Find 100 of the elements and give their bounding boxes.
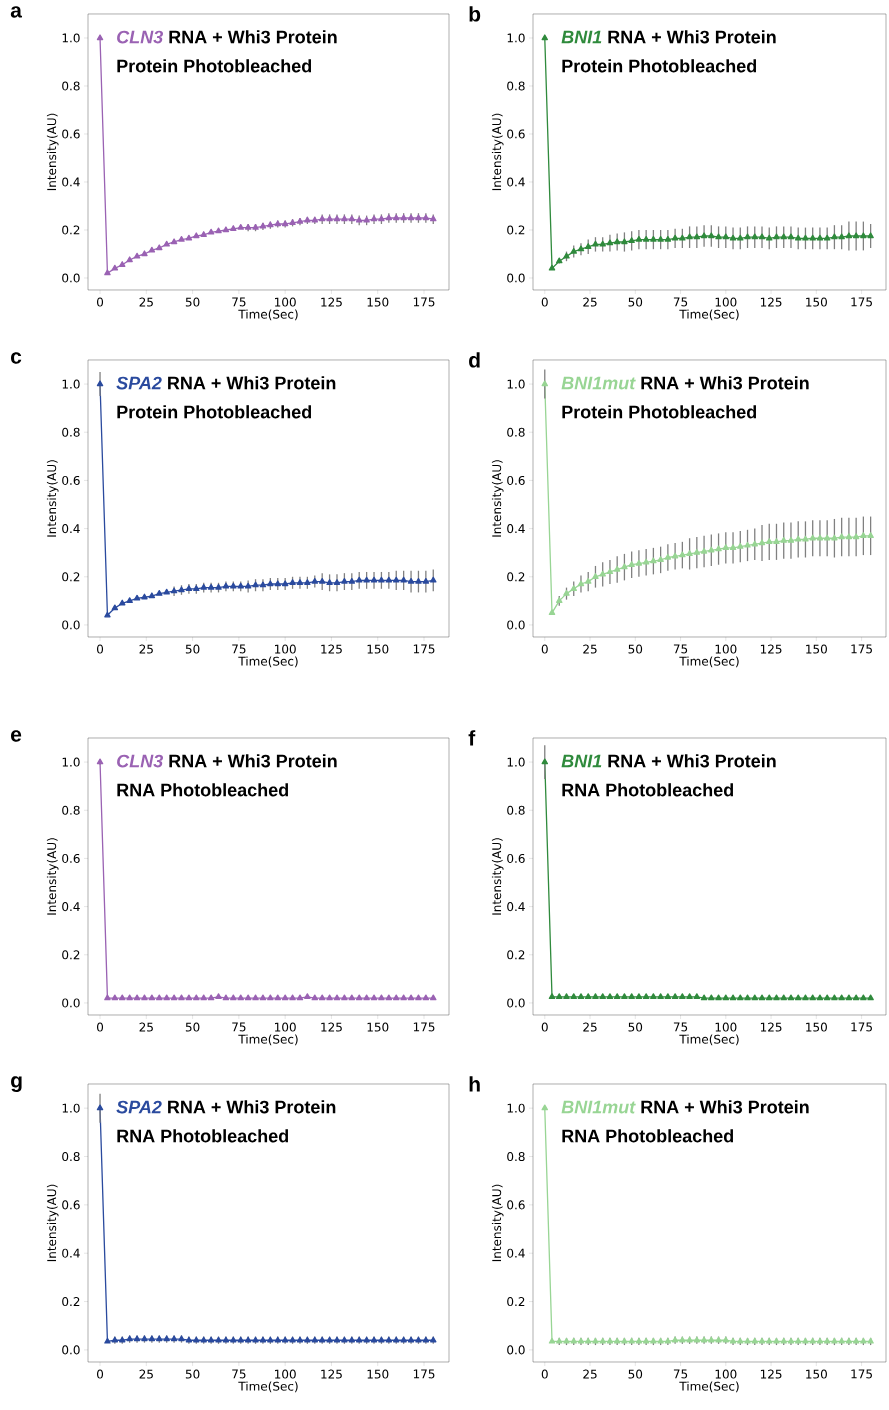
x-tick-label: 150	[806, 1022, 827, 1032]
point	[766, 994, 773, 1001]
y-axis-title: Intensity(AU)	[46, 113, 59, 191]
point	[244, 994, 252, 1001]
y-tick-label: 0.4	[62, 902, 80, 912]
point	[613, 238, 621, 245]
point	[126, 597, 133, 604]
y-tick-label: 0.6	[507, 1200, 525, 1210]
point	[722, 994, 730, 1001]
point	[363, 994, 370, 1001]
text: RNA + Whi3 Protein	[608, 30, 776, 44]
x-tick-label: 50	[185, 1369, 200, 1379]
point	[671, 234, 679, 241]
text: RNA + Whi3 Protein	[641, 376, 809, 390]
point	[311, 994, 319, 1001]
text: Protein Photobleached	[117, 405, 312, 419]
point	[650, 993, 657, 1000]
point	[621, 238, 628, 245]
text: c	[11, 352, 22, 364]
point	[400, 576, 407, 583]
x-tick-label: 25	[139, 644, 153, 654]
y-tick-label: 1.0	[62, 1103, 80, 1113]
point	[758, 539, 766, 546]
y-tick-label: 0.8	[507, 1151, 525, 1162]
point	[178, 235, 185, 242]
point	[126, 994, 133, 1001]
text: RNA + Whi3 Protein	[168, 1100, 336, 1114]
point	[621, 563, 628, 570]
y-tick-label: 0.0	[62, 273, 80, 283]
point	[119, 994, 126, 1001]
point	[679, 234, 686, 241]
y-tick-label: 0.0	[507, 620, 525, 630]
point	[729, 994, 737, 1001]
point	[215, 993, 222, 1000]
y-tick-label: 0.2	[507, 950, 525, 960]
x-tick-label: 125	[321, 644, 342, 654]
text: RNA + Whi3 Protein	[608, 754, 776, 768]
x-tick-label: 175	[851, 1369, 872, 1379]
point	[715, 994, 722, 1001]
y-tick-label: 1.0	[507, 1103, 525, 1113]
x-tick-label: 75	[232, 1022, 246, 1032]
y-axis-title: Intensity(AU)	[491, 1184, 504, 1262]
text: RNA + Whi3 Protein	[169, 754, 337, 768]
x-tick-label: 100	[275, 1022, 296, 1032]
point	[407, 994, 415, 1001]
x-tick-label: 125	[760, 644, 782, 654]
x-axis-title: Time(Sec)	[238, 1034, 298, 1046]
x-tick-label: 25	[139, 1022, 153, 1032]
y-tick-label: 0.6	[507, 475, 525, 485]
point	[722, 544, 730, 551]
point	[592, 573, 599, 579]
x-tick-label: 150	[806, 1369, 827, 1379]
point	[163, 588, 170, 595]
y-tick-label: 0.8	[62, 805, 80, 815]
point	[708, 994, 715, 1001]
point	[430, 994, 437, 1001]
x-tick-label: 75	[673, 1022, 688, 1032]
x-tick-label: 175	[851, 1022, 872, 1032]
point	[170, 994, 178, 1001]
x-tick-label: 150	[806, 644, 827, 654]
point	[773, 994, 780, 1001]
series-label: CLN3	[117, 754, 164, 768]
point	[148, 994, 156, 1001]
x-tick-label: 75	[673, 297, 688, 307]
point	[737, 994, 744, 1001]
point	[267, 994, 274, 1001]
x-tick-label: 75	[232, 1369, 246, 1379]
point	[237, 223, 244, 230]
point	[802, 234, 809, 241]
x-tick-label: 75	[673, 644, 688, 654]
y-axis-title: Intensity(AU)	[46, 1184, 59, 1262]
point	[613, 565, 621, 572]
point	[758, 994, 766, 1001]
point	[628, 993, 635, 1000]
point	[378, 576, 385, 583]
point	[722, 233, 730, 240]
point	[318, 994, 326, 1001]
point	[686, 550, 693, 557]
point	[708, 546, 715, 553]
point	[237, 994, 244, 1001]
y-tick-label: 0.6	[507, 853, 525, 863]
point	[679, 551, 686, 558]
x-tick-label: 100	[715, 644, 737, 654]
y-tick-label: 0.2	[62, 225, 80, 235]
point	[584, 577, 592, 584]
point	[642, 993, 650, 1000]
point	[816, 994, 824, 1001]
point	[592, 240, 599, 247]
x-axis-title: Time(Sec)	[238, 1381, 298, 1393]
x-tick-label: 100	[275, 1369, 296, 1379]
x-tick-label: 125	[760, 1369, 782, 1379]
point	[556, 993, 563, 1000]
point	[758, 233, 766, 240]
point	[816, 534, 824, 541]
y-tick-label: 0.8	[62, 1151, 80, 1162]
y-tick-label: 0.8	[507, 427, 525, 437]
point	[664, 235, 672, 242]
text: h	[469, 1076, 480, 1092]
point	[744, 233, 751, 240]
point	[415, 577, 422, 584]
